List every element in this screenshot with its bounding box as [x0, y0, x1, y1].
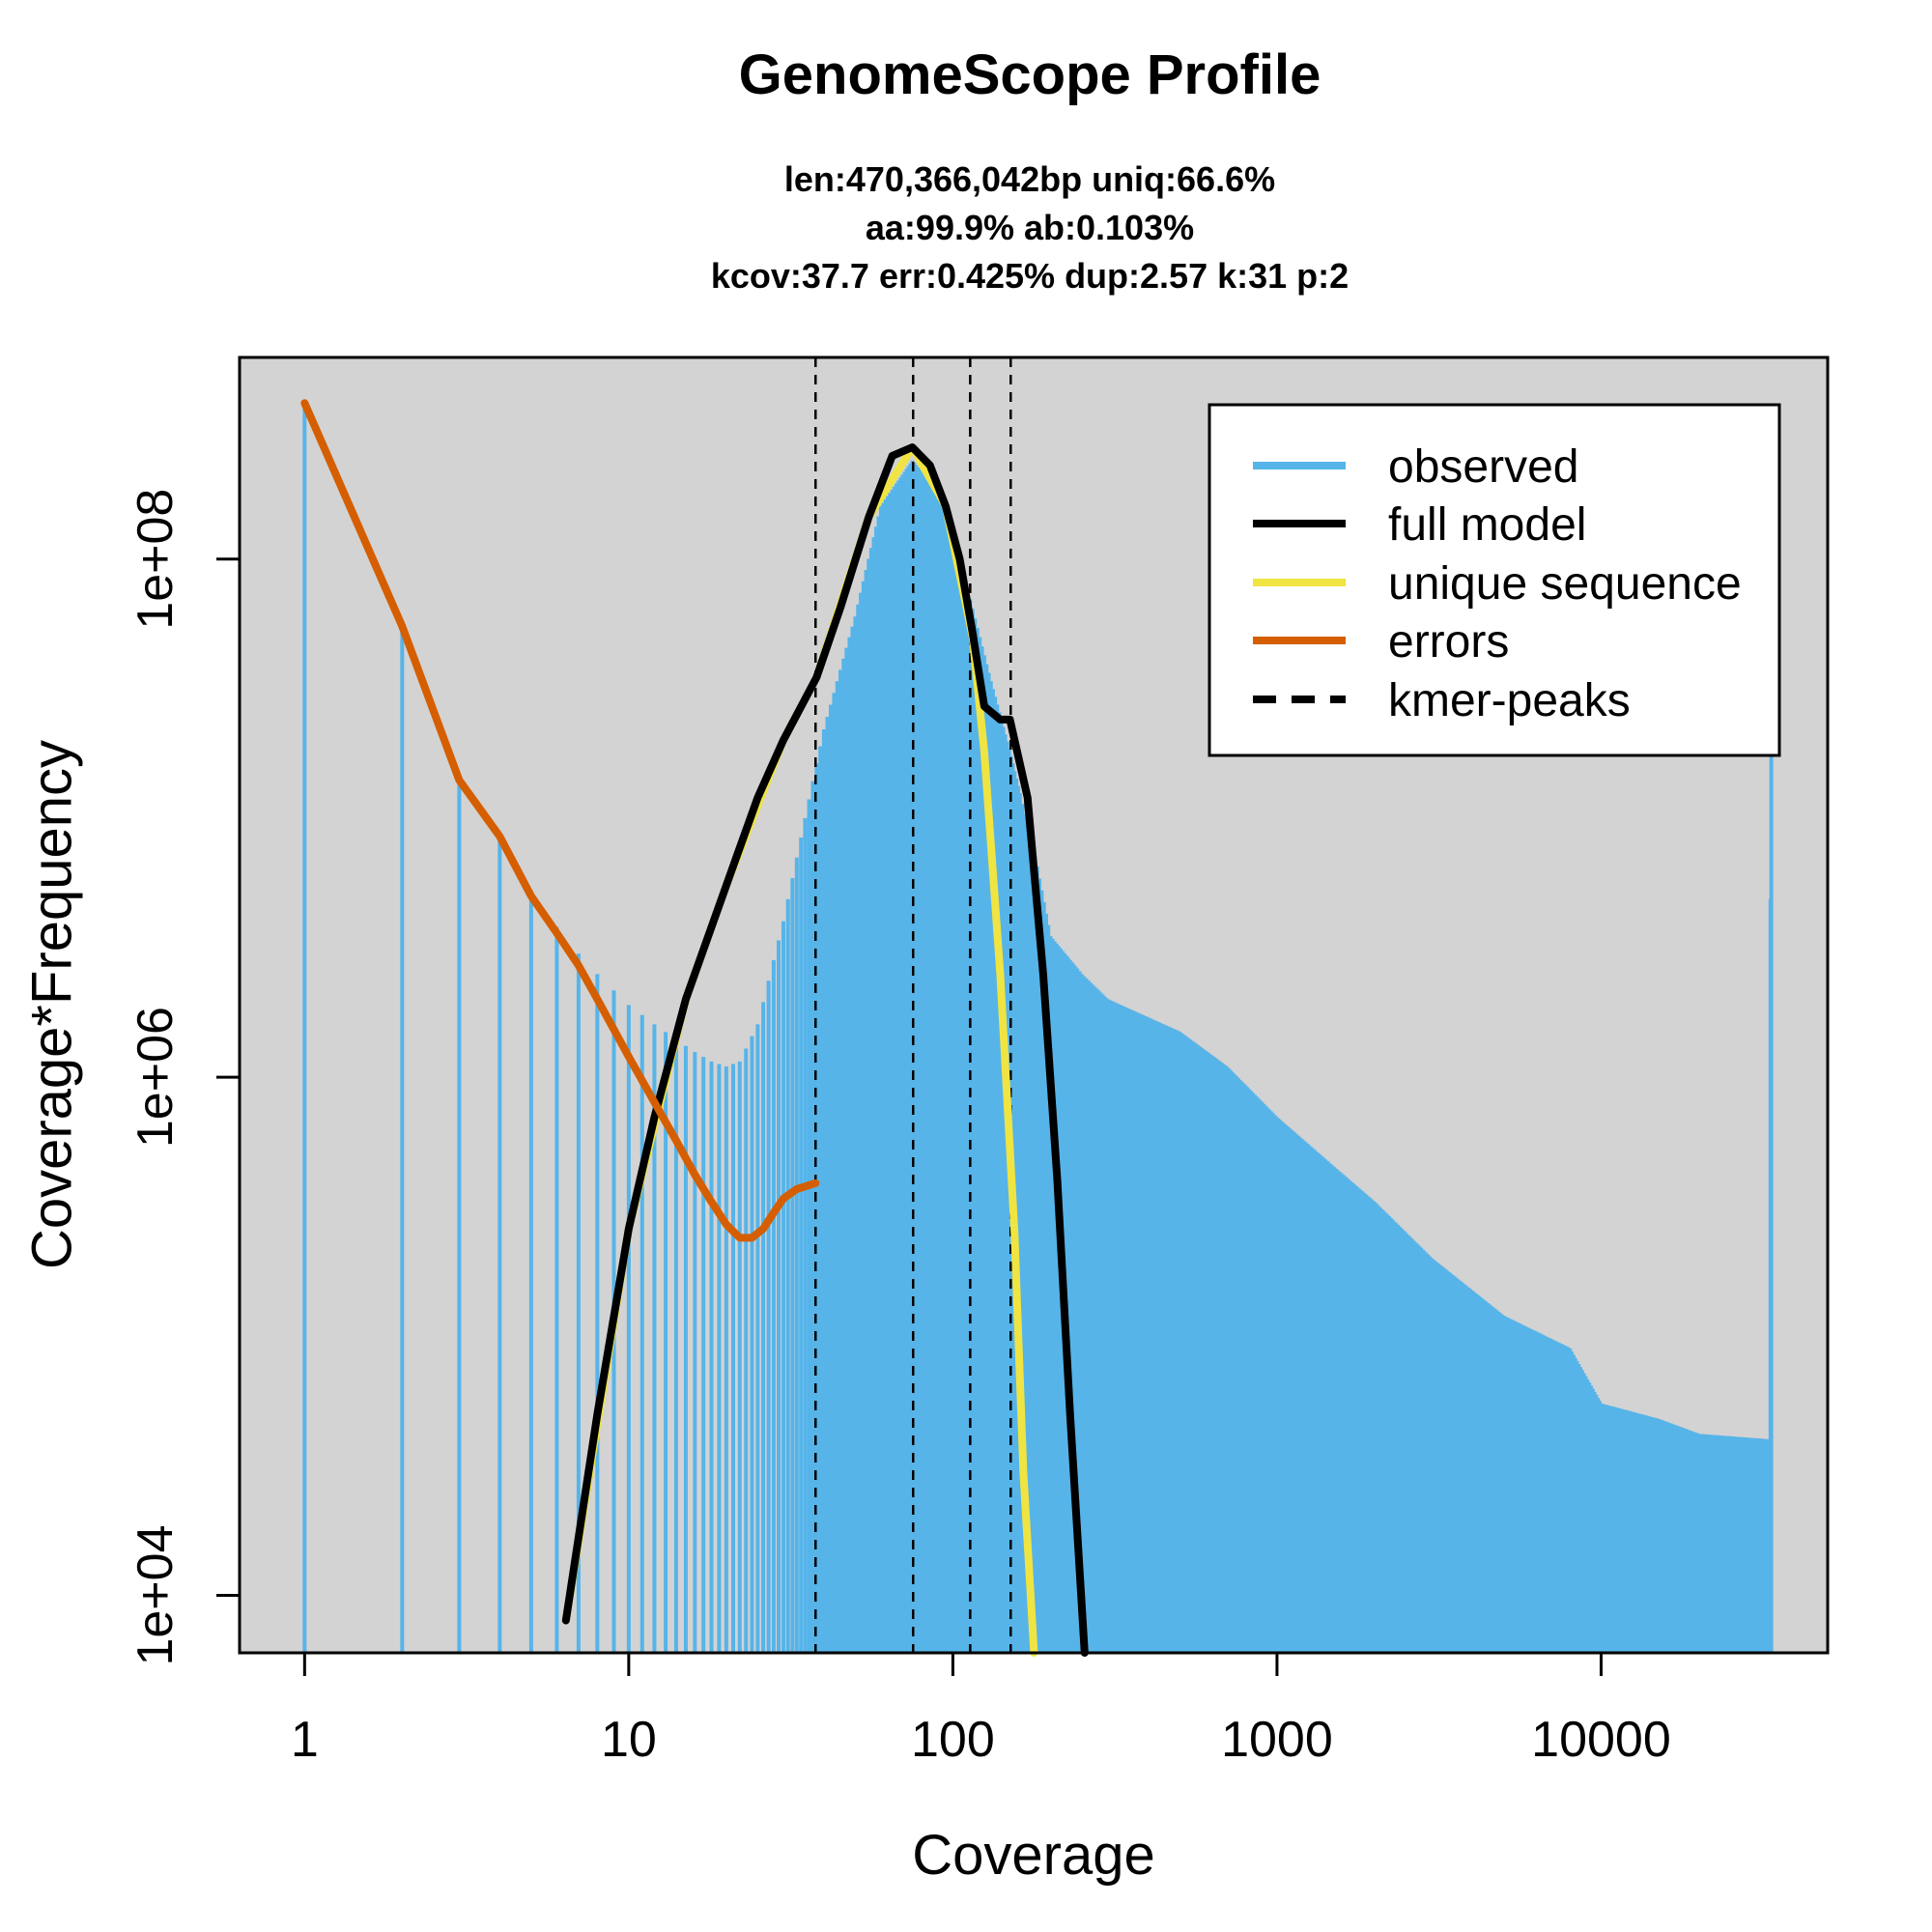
x-axis-label: Coverage [912, 1824, 1154, 1887]
x-axis: 1 10 100 1000 10000 [291, 1651, 1671, 1768]
y-tick-label: 1e+04 [128, 1524, 184, 1665]
errors-line [300, 399, 820, 1242]
model-lines [300, 357, 1089, 1657]
x-tick-label: 1 [291, 1712, 319, 1768]
y-tick-label: 1e+08 [128, 489, 184, 630]
legend-label-errors: errors [1388, 616, 1509, 668]
legend-label-observed: observed [1388, 441, 1578, 493]
y-axis-label: Coverage*Frequency [20, 740, 83, 1269]
y-tick-label: 1e+06 [128, 1007, 184, 1148]
x-tick-label: 10 [601, 1712, 657, 1768]
legend-label-unique-sequence: unique sequence [1388, 558, 1742, 610]
chart-title: GenomeScope Profile [739, 43, 1321, 106]
y-axis: 1e+04 1e+06 1e+08 [128, 489, 242, 1666]
chart-subtitle-line-2: aa:99.9% ab:0.103% [866, 208, 1194, 247]
x-tick-label: 100 [911, 1712, 995, 1768]
chart-subtitle-line-3: kcov:37.7 err:0.425% dup:2.57 k:31 p:2 [711, 256, 1349, 296]
chart-subtitle-line-1: len:470,366,042bp uniq:66.6% [784, 159, 1275, 199]
x-tick-label: 10000 [1531, 1712, 1671, 1768]
legend: observed full model unique sequence erro… [1208, 403, 1781, 757]
legend-label-full-model: full model [1388, 499, 1586, 551]
legend-label-kmer-peaks: kmer-peaks [1388, 675, 1631, 726]
full-model-line [561, 443, 1089, 1657]
x-tick-label: 1000 [1221, 1712, 1333, 1768]
